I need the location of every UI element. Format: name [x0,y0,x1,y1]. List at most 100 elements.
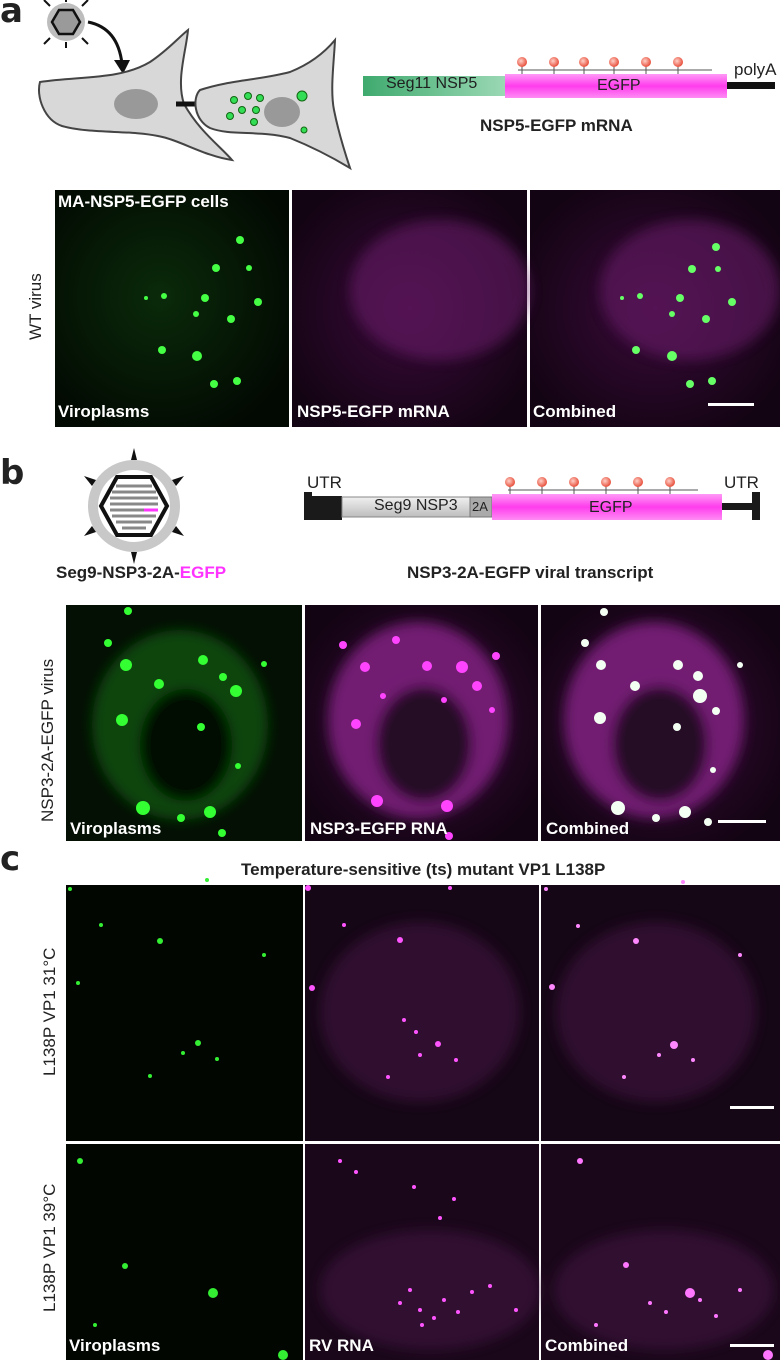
combined-dot [738,953,742,957]
rna-dot [351,719,361,729]
combined-dot [632,346,640,354]
fish-probe-icon [665,477,675,487]
rna-dot [408,1288,412,1292]
viroplasm-dot [198,655,208,665]
viroplasm-dot [261,661,267,667]
viroplasm-dot [148,1074,152,1078]
tile-label-a2: NSP5-EGFP mRNA [297,402,450,421]
scale-bar-b [718,820,766,823]
rna-dot [488,1284,492,1288]
combined-dot [712,243,720,251]
scale-bar-c2 [730,1344,774,1347]
combined-dot [693,671,703,681]
seg11-nsp5-segment [363,76,505,96]
viroplasm-dot [204,806,216,818]
rna-dot [438,1216,442,1220]
combined-dot [623,1262,629,1268]
rna-dot [305,885,311,891]
row-label-39c: L138P VP1 39°C [40,1183,59,1312]
infection-arrowhead-icon [114,60,130,74]
viroplasm-dot [77,1158,83,1164]
combined-dot [611,801,625,815]
combined-dot [581,639,589,647]
combined-dot [715,266,721,272]
combined-dot [667,351,677,361]
combined-dot [763,1350,773,1360]
combined-dot [577,1158,583,1164]
combined-dot [544,887,548,891]
viroplasm-dot [212,264,220,272]
ma-nsp5-egfp-cells-label: MA-NSP5-EGFP cells [58,192,229,211]
rna-dot [489,707,495,713]
viroplasm-dot [233,377,241,385]
viroplasm-dot [195,1040,201,1046]
rna-dot [339,641,347,649]
egfp-label-b: EGFP [589,499,633,516]
rna-dot [470,1290,474,1294]
virion-icon [84,448,184,564]
combined-dot [679,806,691,818]
combined-dot [620,296,624,300]
rna-dot [445,832,453,840]
combined-dot [693,689,707,703]
rna-dot [442,1298,446,1302]
row-label-wt-virus: WT virus [26,273,45,340]
combined-dot [738,1288,742,1292]
viroplasm-dot [218,829,226,837]
viroplasm-dots-icon [226,90,308,134]
rna-dot [456,1310,460,1314]
polya-tail [727,82,775,89]
egfp-segment-b [492,494,722,520]
rna-dot [448,886,452,890]
panel-letter-c: c [0,839,21,879]
probe-set-b [505,477,698,494]
viroplasm-dot [158,346,166,354]
scale-bar-a [708,403,754,406]
fish-probe-icon [601,477,611,487]
row-label-nsp3-virus: NSP3-2A-EGFP virus [38,658,57,822]
egfp-label-a: EGFP [597,77,641,94]
infection-arrow-icon [87,20,124,65]
rna-dot [418,1053,422,1057]
rna-dot [472,681,482,691]
fish-probe-icon [579,57,589,67]
combined-dot [576,924,580,928]
viroplasm-dot [193,311,199,317]
combined-dot [712,707,720,715]
rna-dot [402,1018,406,1022]
combined-dot [710,767,716,773]
tile-label-a3: Combined [533,402,617,421]
polya-label: polyA [734,60,777,79]
rna-dot [392,636,400,644]
tile-label-c1: Viroplasms [69,1336,161,1355]
fish-probe-icon [549,57,559,67]
panel-letter-a: a [0,0,23,31]
combined-dot [664,1310,668,1314]
infected-nucleus-icon [264,97,300,127]
combined-dot [673,723,681,731]
rna-dot [435,1041,441,1047]
combined-dot [600,608,608,616]
nsp3-egfp-construct [304,477,760,520]
combined-dot [685,1288,695,1298]
viroplasm-dot [68,887,72,891]
viroplasm-dot [144,296,148,300]
utr-right-label: UTR [724,473,759,492]
nsp3-2a-egfp-transcript-caption: NSP3-2A-EGFP viral transcript [407,563,654,582]
combined-dot [704,818,712,826]
rna-dot [514,1308,518,1312]
viroplasm-dot [93,1323,97,1327]
row-label-31c: L138P VP1 31°C [40,947,59,1076]
rna-dot [441,697,447,703]
combined-dot [688,265,696,273]
combined-dot [630,681,640,691]
nsp5-egfp-mrna-caption: NSP5-EGFP mRNA [480,116,633,135]
viroplasm-dot [227,315,235,323]
rna-dot [397,937,403,943]
viroplasm-dot [210,380,218,388]
virus-icon [43,0,89,48]
panel-c-micrographs [66,878,780,1360]
combined-dot [596,660,606,670]
combined-dot [681,880,685,884]
